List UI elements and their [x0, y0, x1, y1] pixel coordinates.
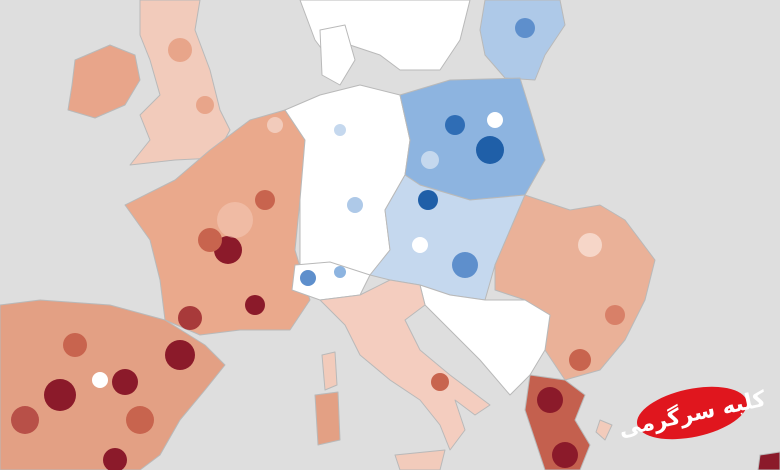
region	[487, 112, 503, 128]
region	[168, 38, 192, 62]
region	[347, 197, 363, 213]
region	[418, 190, 438, 210]
crete	[757, 451, 780, 470]
region	[334, 124, 346, 136]
region	[245, 295, 265, 315]
denmark	[319, 24, 356, 86]
region	[412, 237, 428, 253]
region	[63, 333, 87, 357]
ireland	[67, 44, 141, 119]
region	[92, 372, 108, 388]
great-britain	[129, 0, 231, 166]
region	[552, 442, 578, 468]
region	[421, 151, 439, 169]
region	[578, 233, 602, 257]
region	[569, 349, 591, 371]
corsica	[321, 351, 338, 391]
region	[112, 369, 138, 395]
romania-bulgaria	[494, 194, 656, 381]
poland	[399, 77, 546, 201]
sicily	[394, 449, 446, 470]
central-europe	[369, 174, 526, 301]
logo: کلبه سرگرمی	[616, 385, 768, 443]
region	[103, 448, 127, 470]
region	[515, 18, 535, 38]
region	[334, 266, 346, 278]
region	[11, 406, 39, 434]
region	[267, 117, 283, 133]
region	[445, 115, 465, 135]
region	[217, 202, 253, 238]
region	[452, 252, 478, 278]
region	[255, 190, 275, 210]
sardinia	[314, 391, 341, 446]
logo-badge	[636, 386, 748, 440]
region	[165, 340, 195, 370]
baltics	[479, 0, 566, 81]
region	[44, 379, 76, 411]
region	[476, 136, 504, 164]
region	[198, 228, 222, 252]
aegean-islands	[595, 419, 613, 441]
region	[178, 306, 202, 330]
italy	[319, 279, 491, 451]
region	[300, 270, 316, 286]
region	[537, 387, 563, 413]
region	[126, 406, 154, 434]
balkans	[419, 284, 551, 396]
region	[431, 373, 449, 391]
region	[605, 305, 625, 325]
region	[196, 96, 214, 114]
